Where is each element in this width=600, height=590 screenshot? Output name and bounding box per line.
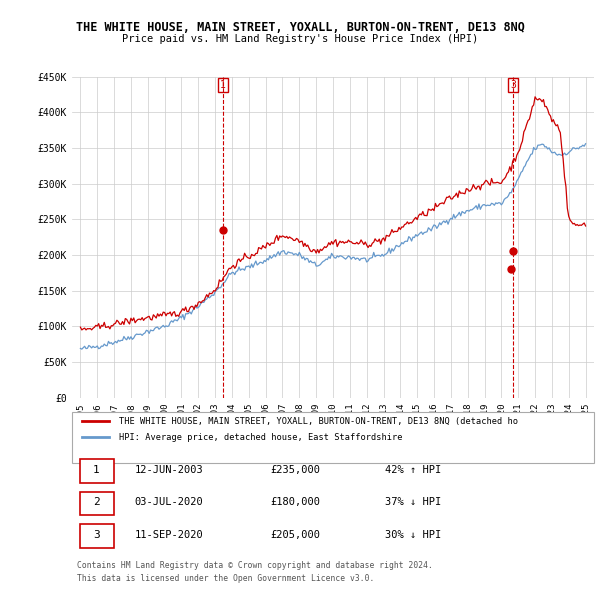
Text: THE WHITE HOUSE, MAIN STREET, YOXALL, BURTON-ON-TRENT, DE13 8NQ: THE WHITE HOUSE, MAIN STREET, YOXALL, BU… — [76, 21, 524, 34]
Text: 1: 1 — [220, 80, 226, 90]
Text: 12-JUN-2003: 12-JUN-2003 — [134, 465, 203, 475]
Text: 37% ↓ HPI: 37% ↓ HPI — [385, 497, 442, 507]
FancyBboxPatch shape — [80, 491, 114, 515]
Text: Contains HM Land Registry data © Crown copyright and database right 2024.: Contains HM Land Registry data © Crown c… — [77, 561, 433, 570]
Text: 2: 2 — [93, 497, 100, 507]
Text: £205,000: £205,000 — [271, 530, 320, 540]
Text: THE WHITE HOUSE, MAIN STREET, YOXALL, BURTON-ON-TRENT, DE13 8NQ (detached ho: THE WHITE HOUSE, MAIN STREET, YOXALL, BU… — [119, 417, 518, 425]
Text: 03-JUL-2020: 03-JUL-2020 — [134, 497, 203, 507]
Text: Price paid vs. HM Land Registry's House Price Index (HPI): Price paid vs. HM Land Registry's House … — [122, 34, 478, 44]
FancyBboxPatch shape — [80, 524, 114, 548]
Text: HPI: Average price, detached house, East Staffordshire: HPI: Average price, detached house, East… — [119, 433, 403, 442]
Text: 1: 1 — [93, 465, 100, 475]
Text: 30% ↓ HPI: 30% ↓ HPI — [385, 530, 442, 540]
FancyBboxPatch shape — [72, 412, 594, 463]
Text: 3: 3 — [511, 80, 516, 90]
Text: £180,000: £180,000 — [271, 497, 320, 507]
Text: 3: 3 — [93, 530, 100, 540]
FancyBboxPatch shape — [80, 459, 114, 483]
Text: 42% ↑ HPI: 42% ↑ HPI — [385, 465, 442, 475]
Text: This data is licensed under the Open Government Licence v3.0.: This data is licensed under the Open Gov… — [77, 573, 374, 583]
Text: 11-SEP-2020: 11-SEP-2020 — [134, 530, 203, 540]
Text: £235,000: £235,000 — [271, 465, 320, 475]
